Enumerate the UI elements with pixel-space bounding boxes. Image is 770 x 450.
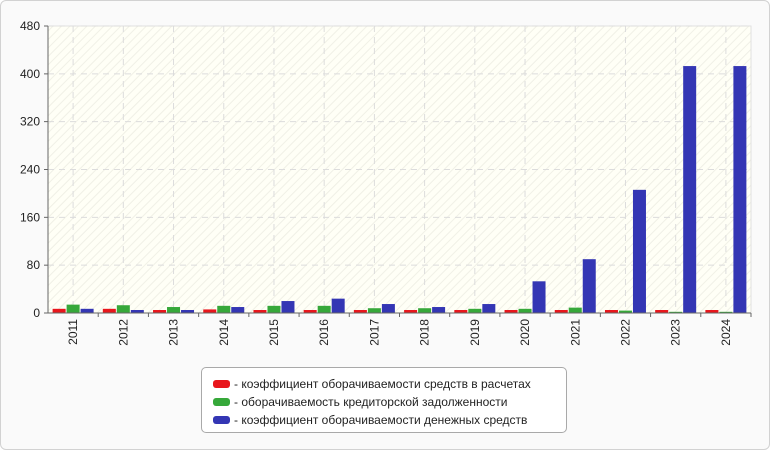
x-tick-label: 2016 bbox=[317, 319, 331, 346]
bar-2024-series-2 bbox=[733, 66, 747, 313]
x-tick-label: 2011 bbox=[66, 319, 80, 345]
bar-2011-series-0 bbox=[52, 308, 66, 313]
legend-label: коэффициент оборачиваемости средств в ра… bbox=[241, 377, 531, 391]
bar-2022-series-1 bbox=[618, 310, 632, 313]
bar-2024-series-0 bbox=[705, 310, 719, 313]
bar-2022-series-2 bbox=[632, 189, 646, 313]
bar-2021-series-0 bbox=[554, 310, 568, 313]
y-tick-label: 320 bbox=[20, 115, 40, 129]
legend-item-payables-turnover: - оборачиваемость кредиторской задолженн… bbox=[202, 393, 566, 411]
bar-2023-series-2 bbox=[683, 66, 697, 313]
bar-2022-series-0 bbox=[604, 310, 618, 313]
bar-2016-series-0 bbox=[303, 310, 317, 313]
bar-2014-series-1 bbox=[217, 305, 231, 313]
x-tick-label: 2020 bbox=[518, 319, 532, 346]
x-tick-label: 2018 bbox=[418, 319, 432, 346]
bar-2012-series-2 bbox=[130, 310, 144, 313]
bar-2021-series-2 bbox=[582, 259, 596, 313]
bar-2018-series-1 bbox=[418, 308, 432, 313]
x-tick-label: 2023 bbox=[669, 319, 683, 346]
bar-2014-series-0 bbox=[203, 309, 217, 313]
bar-2013-series-0 bbox=[153, 310, 167, 313]
x-tick-label: 2017 bbox=[367, 319, 381, 346]
legend-item-receivables-turnover: - коэффициент оборачиваемости средств в … bbox=[202, 375, 566, 393]
bar-2019-series-2 bbox=[482, 304, 496, 313]
y-tick-label: 80 bbox=[27, 258, 41, 272]
bar-2020-series-1 bbox=[518, 308, 532, 313]
legend-dash: - bbox=[234, 377, 242, 391]
legend-dash: - bbox=[234, 395, 242, 409]
legend-swatch-blue bbox=[213, 416, 230, 424]
bar-2013-series-2 bbox=[181, 310, 195, 313]
legend-label: оборачиваемость кредиторской задолженнос… bbox=[241, 395, 508, 409]
bar-2012-series-0 bbox=[102, 308, 116, 313]
legend-item-cash-turnover: - коэффициент оборачиваемости денежных с… bbox=[202, 411, 566, 429]
bar-2012-series-1 bbox=[116, 305, 130, 313]
y-tick-labels: 0 80 160 240 320 400 480 bbox=[20, 19, 40, 320]
bar-2015-series-0 bbox=[253, 310, 267, 313]
x-tick-label: 2019 bbox=[468, 319, 482, 346]
bar-2011-series-2 bbox=[80, 308, 94, 313]
bar-2015-series-2 bbox=[281, 301, 295, 313]
bar-2019-series-1 bbox=[468, 308, 482, 313]
x-tick-labels: 2011 2012 2013 2014 2015 2016 2017 2018 2019 2020… bbox=[66, 319, 733, 346]
bar-2017-series-0 bbox=[353, 310, 367, 313]
bar-2016-series-2 bbox=[331, 298, 345, 313]
bar-2024-series-1 bbox=[719, 311, 733, 313]
bar-2014-series-2 bbox=[231, 307, 245, 313]
legend-dash: - bbox=[234, 413, 242, 427]
y-tick-label: 240 bbox=[20, 163, 40, 177]
bar-2013-series-1 bbox=[167, 307, 181, 313]
x-tick-label: 2013 bbox=[167, 319, 181, 346]
axes bbox=[44, 25, 752, 317]
bar-2021-series-1 bbox=[568, 307, 582, 313]
bar-2023-series-1 bbox=[669, 311, 683, 313]
bar-2020-series-2 bbox=[532, 281, 546, 313]
bar-2017-series-2 bbox=[381, 304, 395, 313]
legend: - коэффициент оборачиваемости средств в … bbox=[201, 367, 567, 433]
bar-2017-series-1 bbox=[367, 308, 381, 313]
y-tick-label: 400 bbox=[20, 67, 40, 81]
y-tick-label: 160 bbox=[20, 210, 40, 224]
x-tick-label: 2015 bbox=[267, 319, 281, 346]
x-tick-label: 2014 bbox=[217, 319, 231, 346]
bar-2016-series-1 bbox=[317, 305, 331, 313]
bar-2018-series-2 bbox=[432, 307, 446, 313]
bars bbox=[52, 66, 747, 313]
legend-label: коэффициент оборачиваемости денежных сре… bbox=[241, 413, 528, 427]
y-tick-label: 480 bbox=[20, 19, 40, 33]
bar-2018-series-0 bbox=[404, 310, 418, 313]
y-tick-label: 0 bbox=[33, 306, 40, 320]
bar-2023-series-0 bbox=[655, 310, 669, 313]
legend-swatch-red bbox=[213, 380, 230, 388]
x-tick-label: 2022 bbox=[618, 319, 632, 346]
bar-2015-series-1 bbox=[267, 305, 281, 313]
x-tick-label: 2012 bbox=[116, 319, 130, 346]
legend-swatch-green bbox=[213, 398, 230, 406]
bar-2011-series-1 bbox=[66, 304, 80, 313]
bar-2020-series-0 bbox=[504, 310, 518, 313]
bar-2019-series-0 bbox=[454, 310, 468, 313]
x-tick-label: 2021 bbox=[568, 319, 582, 346]
x-tick-label: 2024 bbox=[719, 319, 733, 346]
